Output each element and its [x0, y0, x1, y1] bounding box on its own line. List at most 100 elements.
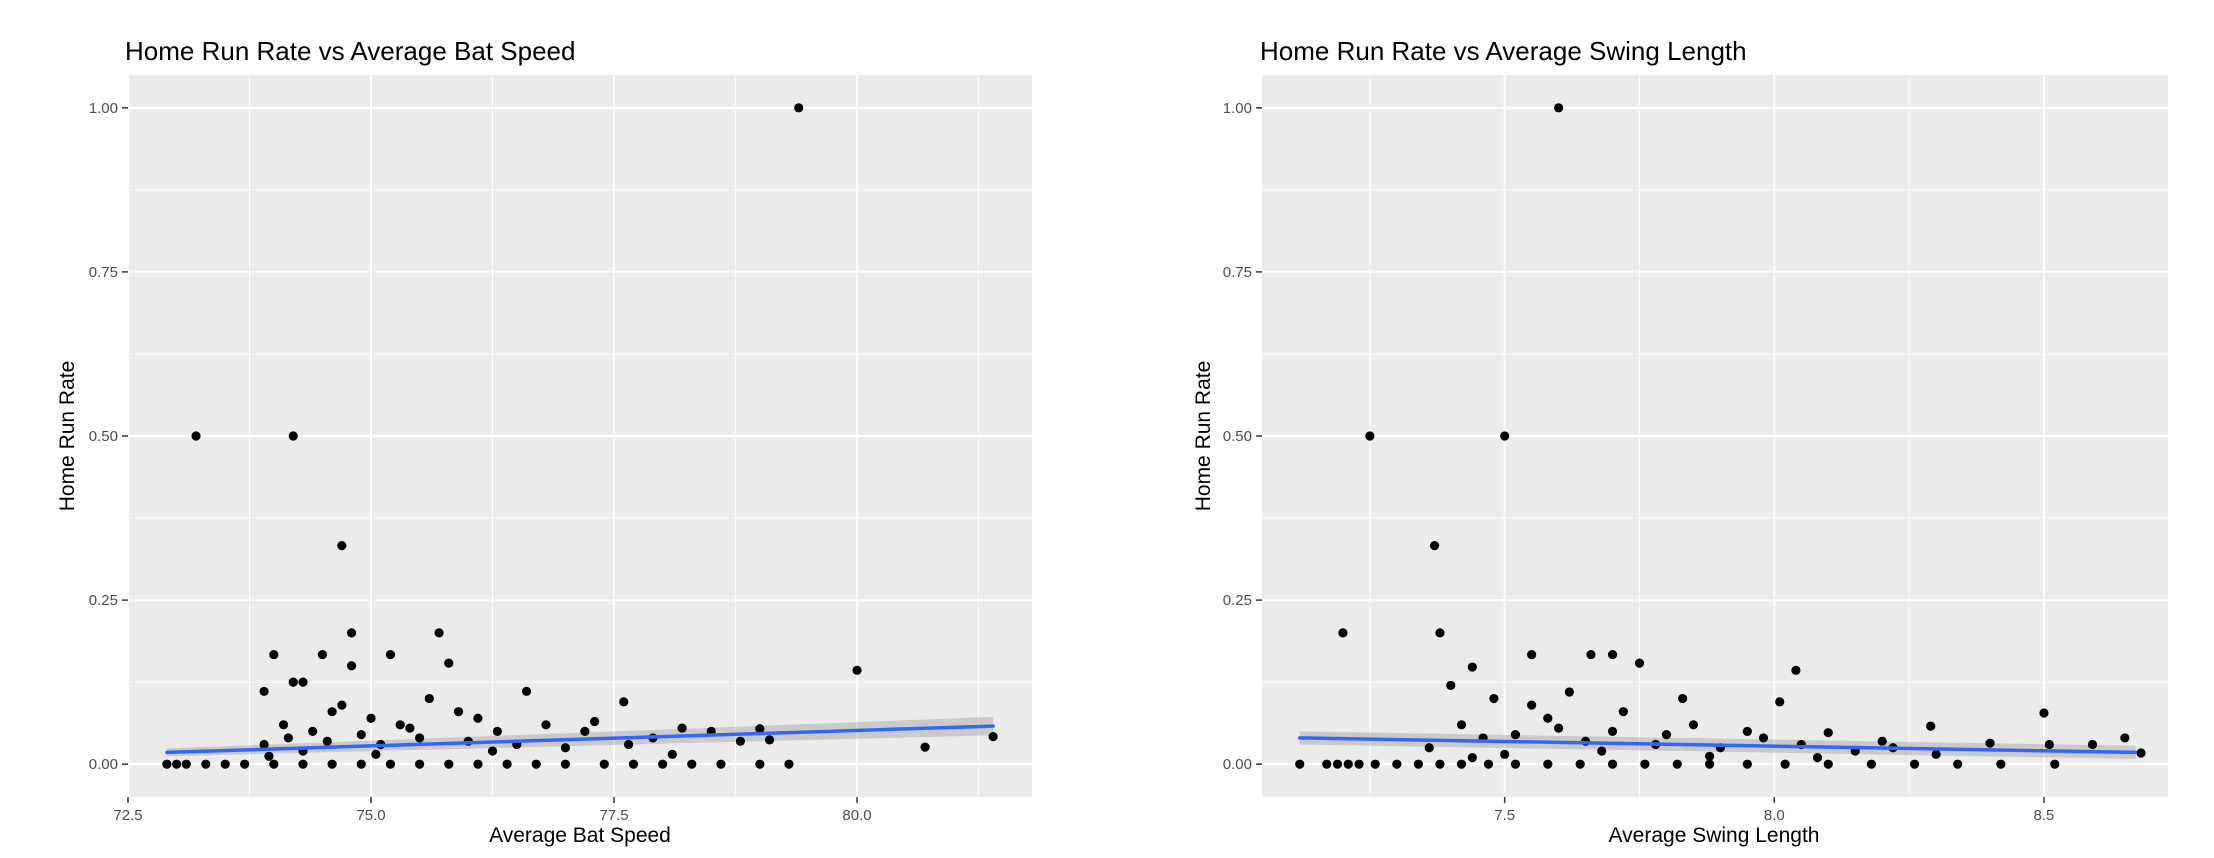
scatter-point	[346, 628, 357, 638]
y-tick-label: 0.25	[1223, 592, 1252, 609]
scatter-point	[385, 649, 396, 660]
scatter-point	[755, 724, 765, 734]
bat-speed-panel: Home Run Rate vs Average Bat Speed 0.00 0…	[56, 36, 1032, 847]
y-tick-label: 0.75	[89, 264, 118, 281]
scatter-point	[755, 759, 765, 769]
scatter-point	[1775, 697, 1785, 707]
scatter-point	[541, 720, 551, 730]
scatter-point	[1510, 759, 1521, 769]
scatter-point	[1931, 749, 1941, 759]
scatter-point	[1467, 753, 1477, 763]
scatter-point	[269, 649, 279, 660]
regression-line	[165, 724, 995, 755]
scatter-point	[1322, 759, 1332, 769]
scatter-point	[1564, 687, 1574, 697]
scatter-point	[2039, 708, 2049, 718]
scatter-point	[259, 739, 269, 750]
scatter-point	[1618, 707, 1628, 717]
y-tick-label: 0.75	[1223, 264, 1252, 281]
scatter-point	[1435, 759, 1445, 769]
scatter-point	[852, 665, 862, 675]
scatter-point	[298, 759, 308, 769]
scatter-point	[492, 726, 502, 736]
scatter-point	[1823, 759, 1833, 769]
x-axis-title: Average Swing Length	[1609, 824, 1820, 847]
scatter-point	[283, 733, 293, 743]
axis-ticks: 0.00 0.25 0.50 0.75 1.00 7.5 8.0 8.5	[1223, 100, 2055, 824]
y-tick-label: 0.50	[89, 428, 118, 445]
scatter-point	[317, 649, 328, 660]
x-tick-label: 7.5	[1494, 807, 1515, 824]
scatter-point	[1877, 736, 1887, 746]
scatter-point	[1435, 628, 1445, 638]
scatter-point	[1742, 726, 1752, 736]
scatter-point	[1467, 662, 1477, 672]
scatter-point	[1370, 759, 1380, 769]
scatter-point	[735, 736, 745, 746]
scatter-point	[1985, 738, 1995, 748]
scatter-point	[366, 713, 376, 723]
scatter-point	[327, 707, 337, 717]
scatter-point	[278, 720, 289, 730]
scatter-point	[1953, 759, 1963, 769]
scatter-point	[181, 759, 191, 769]
scatter-point	[1365, 431, 1375, 441]
scatter-point	[405, 723, 415, 733]
scatter-point	[2136, 748, 2146, 758]
scatter-point	[1446, 680, 1456, 691]
scatter-point	[1295, 759, 1305, 769]
scatter-point	[298, 677, 308, 687]
scatter-point	[1634, 658, 1645, 668]
scatter-point	[1429, 541, 1440, 551]
x-tick-label: 8.0	[1764, 807, 1785, 824]
scatter-point	[337, 541, 347, 551]
scatter-point	[473, 713, 483, 723]
scatter-point	[716, 759, 726, 769]
scatter-point	[327, 759, 337, 769]
scatter-point	[2050, 759, 2060, 769]
scatter-point	[1926, 721, 1936, 731]
scatter-point	[356, 730, 366, 740]
x-tick-label: 8.5	[2034, 807, 2055, 824]
chart-title: Home Run Rate vs Average Bat Speed	[125, 36, 575, 66]
scatter-point	[628, 759, 639, 769]
x-tick-label: 75.0	[356, 807, 385, 824]
scatter-point	[1456, 759, 1467, 769]
scatter-point	[172, 759, 182, 769]
scatter-point	[288, 677, 298, 687]
scatter-point	[1510, 730, 1521, 740]
scatter-point	[1338, 628, 1348, 638]
y-tick-label: 1.00	[1223, 100, 1252, 117]
y-tick-label: 0.00	[89, 756, 118, 773]
x-tick-label: 72.5	[113, 807, 142, 824]
y-tick-label: 0.50	[1223, 428, 1252, 445]
scatter-point	[1332, 759, 1343, 769]
scatter-point	[1909, 759, 1920, 769]
scatter-point	[1661, 730, 1672, 740]
scatter-point	[356, 759, 366, 769]
scatter-point	[434, 628, 444, 638]
scatter-point	[1392, 759, 1402, 769]
scatter-point	[1586, 649, 1596, 660]
scatter-point	[346, 661, 357, 671]
scatter-point	[1812, 753, 1823, 763]
scatter-point	[667, 749, 677, 759]
y-tick-label: 0.00	[1223, 756, 1252, 773]
scatter-point	[794, 103, 804, 113]
scatter-point	[687, 759, 697, 769]
scatter-point	[521, 686, 532, 696]
swing-length-panel: Home Run Rate vs Average Swing Length 0.…	[1192, 36, 2168, 847]
scatter-point	[1780, 759, 1790, 769]
scatter-point	[269, 759, 279, 769]
scatter-point	[259, 686, 269, 696]
scatter-point	[1575, 759, 1585, 769]
scatter-point	[599, 759, 609, 769]
scatter-point	[1996, 759, 2006, 769]
scatter-point	[1554, 103, 1564, 113]
scatter-point	[1791, 665, 1801, 675]
scatter-point	[1527, 700, 1537, 710]
scatter-point	[1607, 759, 1618, 769]
scatter-point	[395, 720, 405, 730]
scatter-point	[988, 732, 998, 742]
